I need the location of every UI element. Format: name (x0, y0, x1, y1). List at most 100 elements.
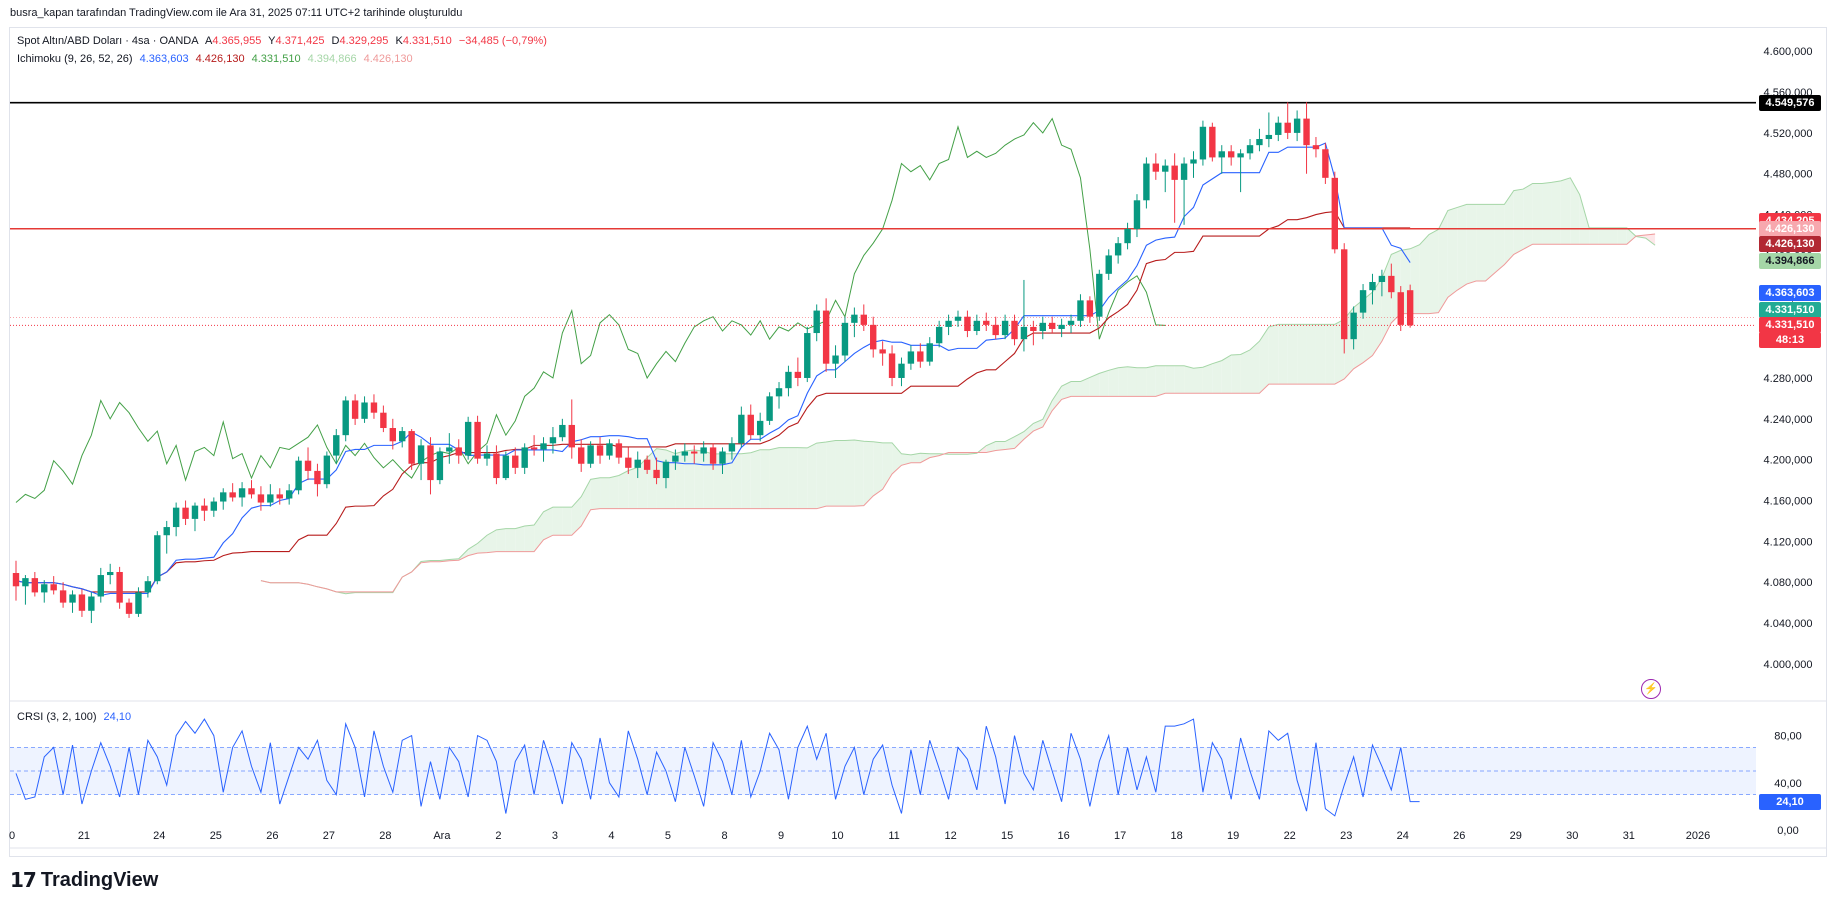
cloud-segment (1146, 365, 1156, 397)
price-tag: 4.426,130 (1759, 220, 1821, 237)
candle-body (201, 505, 208, 511)
cloud-segment (1485, 204, 1495, 281)
cloud-segment (1127, 366, 1137, 397)
time-tick-label: 2026 (1686, 830, 1710, 842)
candle-body (1105, 255, 1112, 274)
candle-body (1030, 326, 1037, 332)
cloud-segment (496, 528, 506, 552)
symbol-legend[interactable]: Spot Altın/ABD Doları · 4sa · OANDA A4.3… (17, 35, 551, 47)
candle (125, 598, 133, 618)
candle-body (822, 310, 830, 364)
candle (1105, 249, 1112, 280)
candle (163, 520, 170, 554)
cloud-segment (581, 479, 591, 527)
axes: 4.000,000 4.040,000 4.080,000 4.120,000 4.16… (9, 46, 1813, 842)
candle (926, 337, 933, 366)
candle-body (1378, 275, 1386, 282)
candle (1341, 243, 1348, 354)
candle (907, 345, 915, 370)
lightning-icon[interactable]: ⚡ (1641, 679, 1661, 699)
candle-body (530, 447, 538, 450)
candle (851, 307, 858, 338)
candle-body (172, 507, 180, 528)
candle-body (1180, 163, 1188, 180)
cloud-segment (1598, 227, 1608, 245)
cloud-segment (1466, 204, 1477, 285)
candle-body (587, 445, 594, 464)
time-tick-label: 2 (495, 830, 501, 842)
ohlc-close: K4.331,510 (395, 35, 452, 47)
candle (719, 447, 726, 474)
crsi-legend[interactable]: CRSI (3, 2, 100) 24,10 (17, 711, 135, 723)
cloud-segment (1165, 365, 1175, 394)
tradingview-mark-icon: 17 (10, 868, 37, 892)
candle (1039, 316, 1046, 340)
candle-body (1133, 200, 1141, 229)
candle (634, 451, 641, 479)
candle-body (1124, 228, 1131, 244)
candle (455, 439, 462, 464)
cloud-segment (1645, 233, 1656, 246)
cloud-segment (477, 535, 487, 554)
candle (606, 439, 613, 460)
candle (1020, 279, 1028, 352)
time-tick-label: Ara (433, 830, 451, 842)
candle (512, 447, 519, 474)
candle (1227, 145, 1235, 166)
candle-body (1190, 159, 1197, 164)
candle-body (446, 447, 453, 452)
candle (1293, 110, 1301, 142)
tradingview-logo[interactable]: 17 TradingView (10, 868, 158, 892)
candle-body (1293, 118, 1301, 133)
candle-body (295, 460, 302, 491)
candle (1369, 273, 1376, 305)
cloud-segment (1504, 190, 1514, 265)
candle (1133, 194, 1141, 238)
candle-body (653, 469, 660, 479)
candles (12, 102, 1414, 624)
candle (257, 486, 265, 511)
candle (502, 451, 510, 481)
candle (964, 310, 971, 338)
ichimoku-name: Ichimoku (9, 26, 52, 26) (17, 53, 133, 65)
candle-body (380, 412, 387, 429)
candle-body (1341, 249, 1348, 340)
candle-body (728, 443, 736, 452)
candle-body (493, 453, 500, 479)
candle (1331, 171, 1338, 254)
ichimoku-base-value: 4.426,130 (195, 53, 245, 65)
candle-body (1227, 151, 1235, 158)
cloud-segment (807, 443, 817, 509)
candle-body (775, 388, 783, 397)
cloud-segment (1607, 227, 1618, 245)
candle (1143, 157, 1150, 209)
candle (59, 582, 67, 608)
ichimoku-legend[interactable]: Ichimoku (9, 26, 52, 26) 4.363,603 4.426… (17, 53, 417, 65)
candle-body (285, 490, 293, 499)
cloud-segment (1061, 381, 1072, 400)
candle-body (1237, 153, 1244, 158)
cloud-segment (1278, 324, 1288, 385)
candle (1096, 269, 1103, 321)
candle-body (1001, 320, 1009, 336)
candle (615, 439, 623, 464)
candle (399, 426, 406, 448)
cloud-segment (1494, 204, 1505, 273)
candle-body (116, 571, 123, 603)
cloud-segment (835, 440, 845, 507)
candle (766, 392, 773, 425)
candle-body (521, 447, 528, 468)
candle-body (813, 310, 820, 334)
candle-body (578, 447, 585, 464)
cloud-segment (1202, 363, 1213, 394)
candle (1209, 122, 1216, 162)
cloud-segment (468, 543, 478, 556)
cloud-segment (600, 477, 610, 509)
candle (361, 396, 368, 423)
ohlc-low: D4.329,295 (331, 35, 389, 47)
cloud-segment (854, 440, 864, 507)
candle (587, 441, 594, 468)
cloud-segment (1099, 370, 1109, 397)
candle (1058, 318, 1065, 338)
